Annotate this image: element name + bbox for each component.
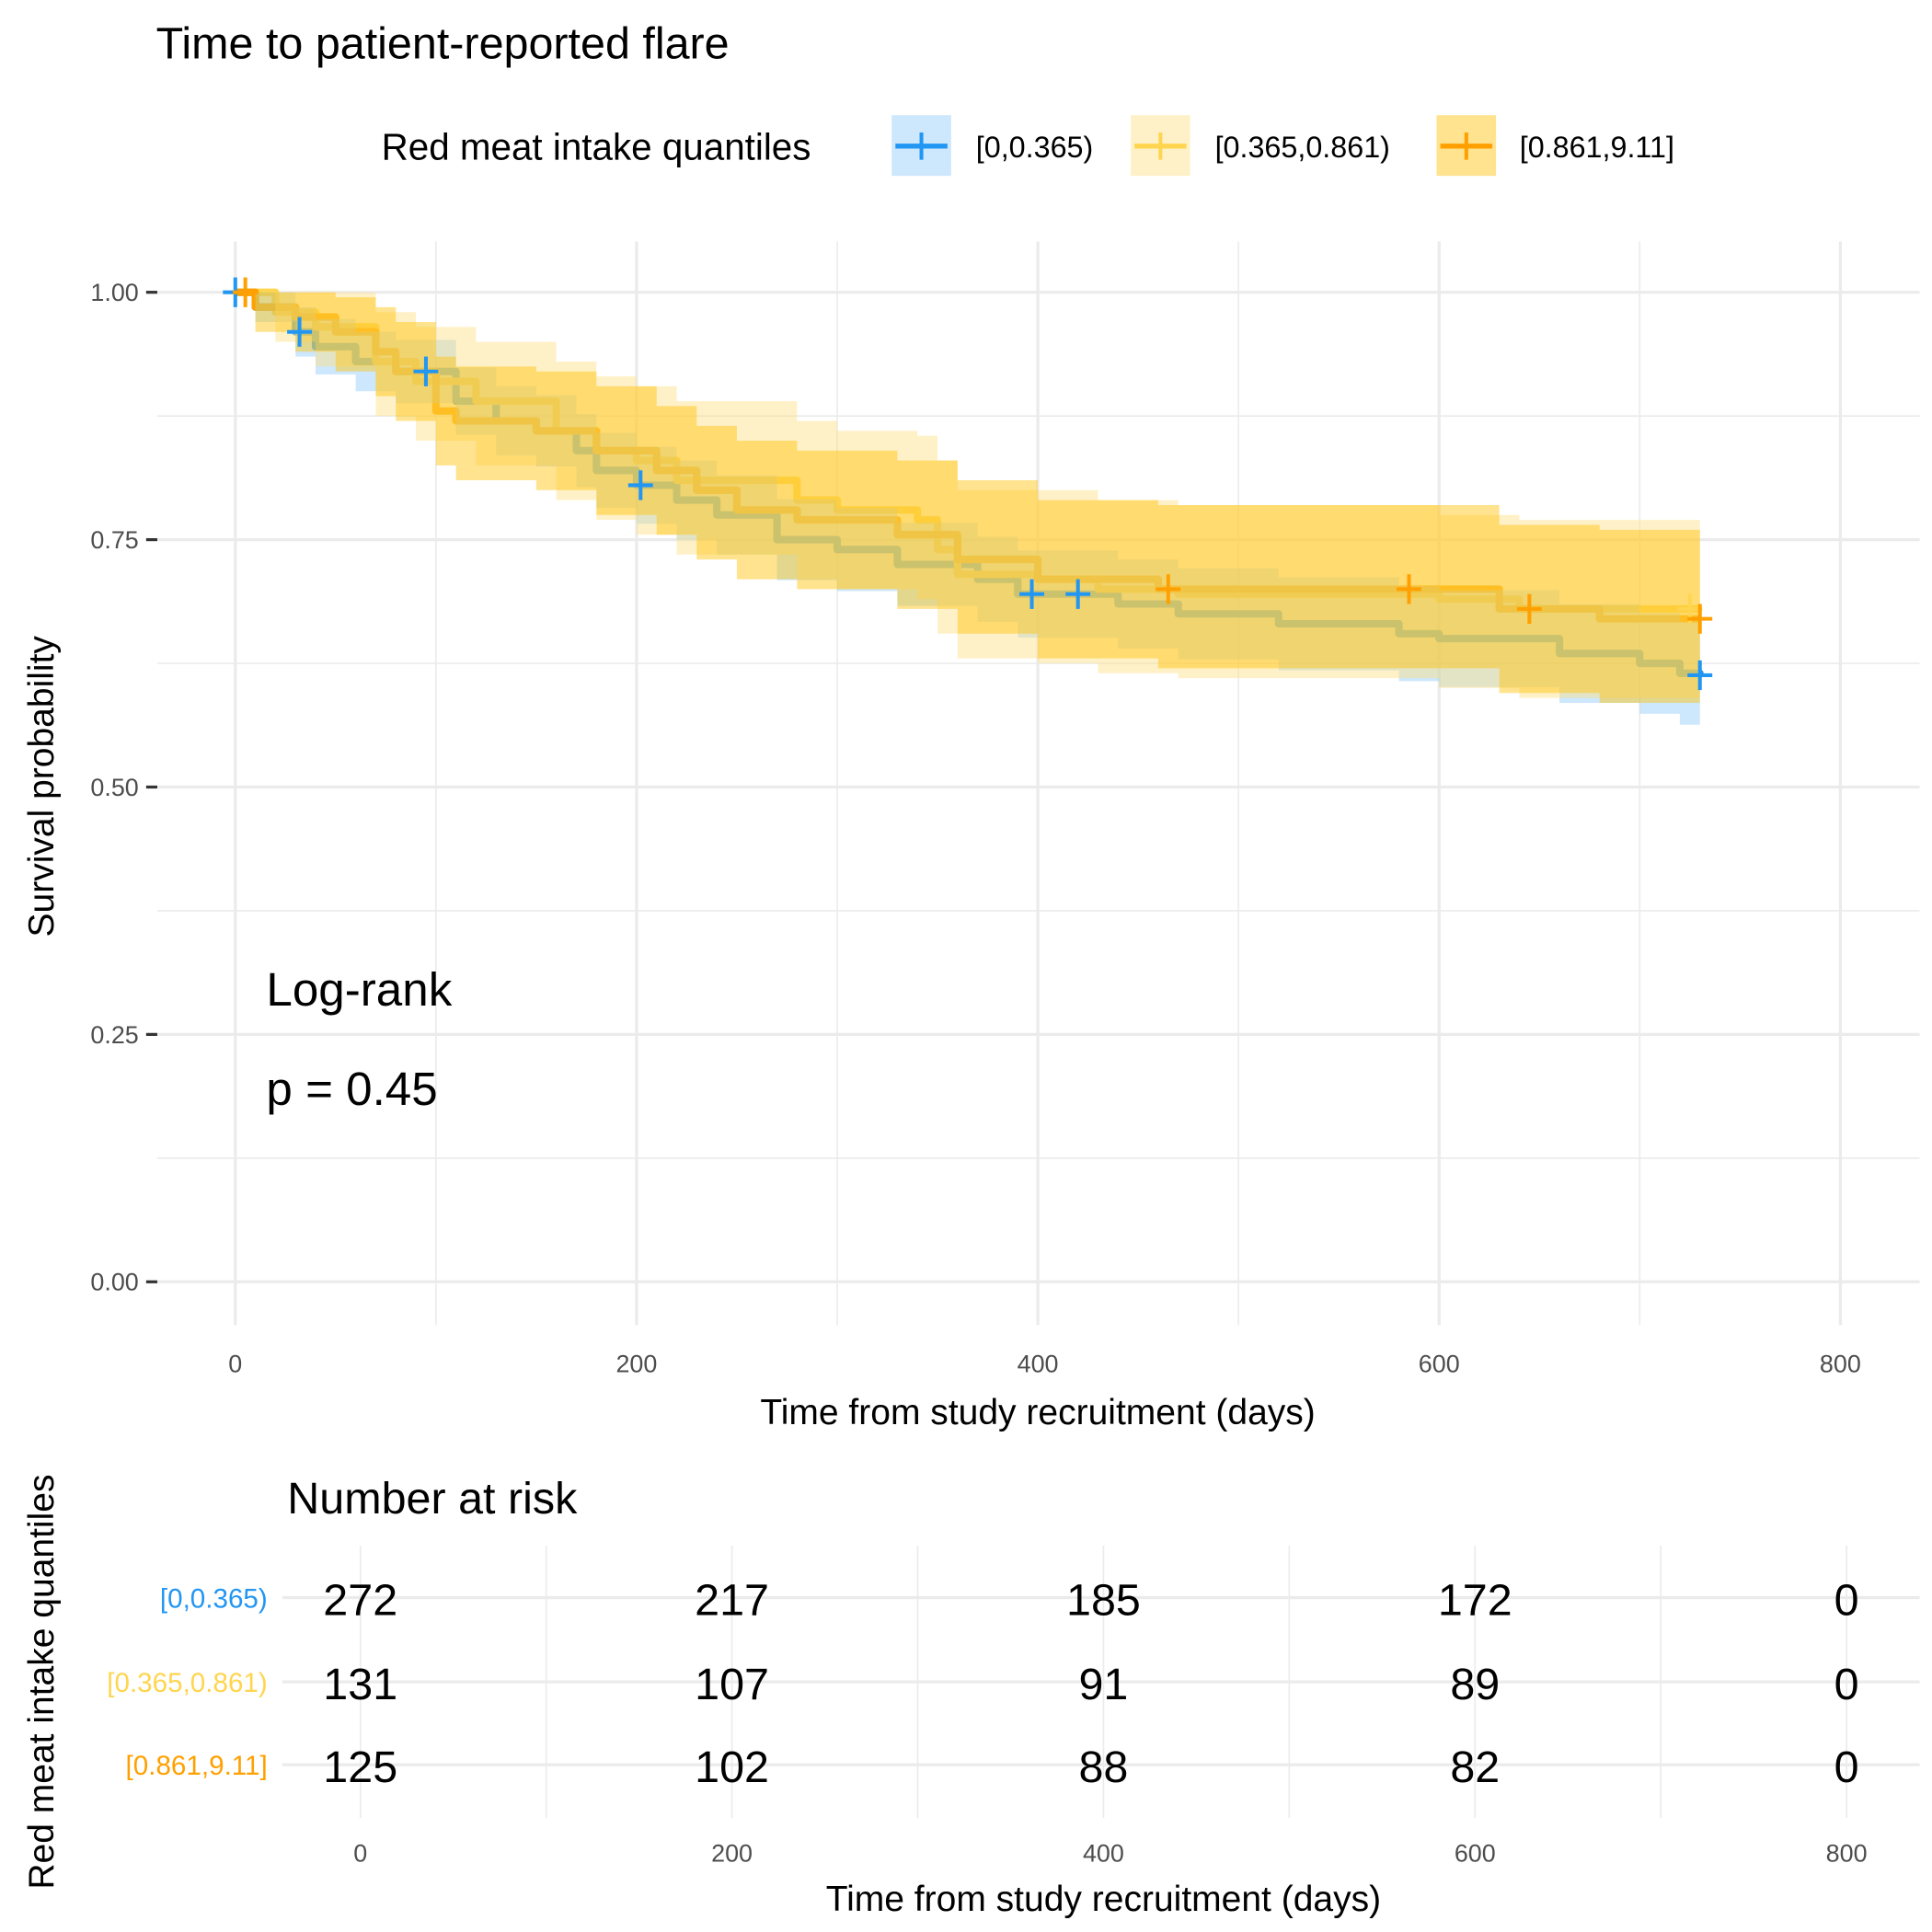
censor-mark <box>1516 593 1542 625</box>
risk-x-tick-label: 600 <box>1455 1839 1496 1867</box>
annotation-logrank: Log-rank <box>266 963 452 1016</box>
censor-mark <box>1156 574 1181 604</box>
chart-title: Time to patient-reported flare <box>156 18 730 68</box>
risk-count: 0 <box>1834 1575 1859 1625</box>
legend-item: [0,0.365) <box>891 115 1094 177</box>
legend-item: [0.365,0.861) <box>1131 115 1390 177</box>
censor-mark <box>1397 574 1421 604</box>
y-tick-label: 1.00 <box>90 279 138 306</box>
risk-count: 125 <box>323 1742 397 1792</box>
risk-table: 0 200 400 600 800 [0,0.365) 272 217 185 172 0 [0.36… <box>107 1546 1920 1867</box>
risk-x-tick-label: 200 <box>711 1839 753 1867</box>
risk-row-label: [0.861,9.11] <box>126 1751 268 1781</box>
y-axis-title: Survival probability <box>22 636 62 937</box>
risk-count: 272 <box>323 1575 397 1625</box>
legend: Red meat intake quantiles [0,0.365) [0.36… <box>382 115 1674 177</box>
survival-curve <box>235 288 1700 623</box>
risk-x-tick-label: 800 <box>1826 1839 1868 1867</box>
risk-count: 82 <box>1450 1742 1500 1792</box>
risk-x-tick-label: 0 <box>353 1839 367 1867</box>
risk-count: 89 <box>1450 1660 1500 1709</box>
x-tick-label: 400 <box>1018 1351 1059 1378</box>
x-axis-title: Time from study recruitment (days) <box>760 1393 1315 1432</box>
x-tick-label: 0 <box>228 1351 242 1378</box>
censor-mark <box>627 470 653 500</box>
y-tick-label: 0.50 <box>90 774 138 801</box>
legend-title: Red meat intake quantiles <box>382 126 811 168</box>
risk-table-y-title: Red meat intake quantiles <box>22 1475 62 1890</box>
x-tick-label: 600 <box>1419 1351 1460 1378</box>
risk-count: 91 <box>1078 1660 1128 1709</box>
risk-count: 172 <box>1438 1575 1512 1625</box>
x-tick-label: 200 <box>615 1351 657 1378</box>
plot-panel: 0 200 400 600 800 0.00 0.25 0.50 0.75 1.00 <box>90 241 1920 1378</box>
censor-mark <box>1687 604 1713 634</box>
risk-count: 131 <box>323 1660 397 1709</box>
x-tick-label: 800 <box>1820 1351 1861 1378</box>
risk-table-title: Number at risk <box>287 1474 578 1524</box>
risk-count: 217 <box>695 1575 769 1625</box>
risk-count: 107 <box>695 1660 769 1709</box>
y-tick-label: 0.00 <box>90 1269 138 1296</box>
censor-mark <box>1687 660 1713 691</box>
y-tick-label: 0.25 <box>90 1021 138 1049</box>
censor-mark <box>287 316 313 347</box>
legend-label: [0,0.365) <box>976 131 1094 164</box>
censor-mark <box>1019 579 1044 609</box>
risk-table-x-title: Time from study recruitment (days) <box>826 1880 1381 1919</box>
risk-row-label: [0.365,0.861) <box>107 1668 268 1698</box>
censor-mark <box>413 356 439 386</box>
risk-x-tick-label: 400 <box>1083 1839 1124 1867</box>
legend-item: [0.861,9.11] <box>1436 115 1674 177</box>
censor-mark <box>1065 579 1091 609</box>
risk-count: 0 <box>1834 1660 1859 1709</box>
risk-count: 102 <box>695 1742 769 1792</box>
confidence-band <box>235 292 1700 708</box>
legend-label: [0.861,9.11] <box>1520 131 1674 164</box>
risk-count: 185 <box>1066 1575 1141 1625</box>
annotation-pvalue: p = 0.45 <box>266 1063 437 1115</box>
legend-label: [0.365,0.861) <box>1215 131 1390 164</box>
risk-row-label: [0,0.365) <box>160 1583 268 1614</box>
confidence-band <box>235 292 1700 698</box>
censor-mark <box>233 277 259 307</box>
confidence-band <box>235 292 1700 730</box>
risk-count: 88 <box>1078 1742 1128 1792</box>
risk-count: 0 <box>1834 1742 1859 1792</box>
y-tick-label: 0.75 <box>90 526 138 554</box>
